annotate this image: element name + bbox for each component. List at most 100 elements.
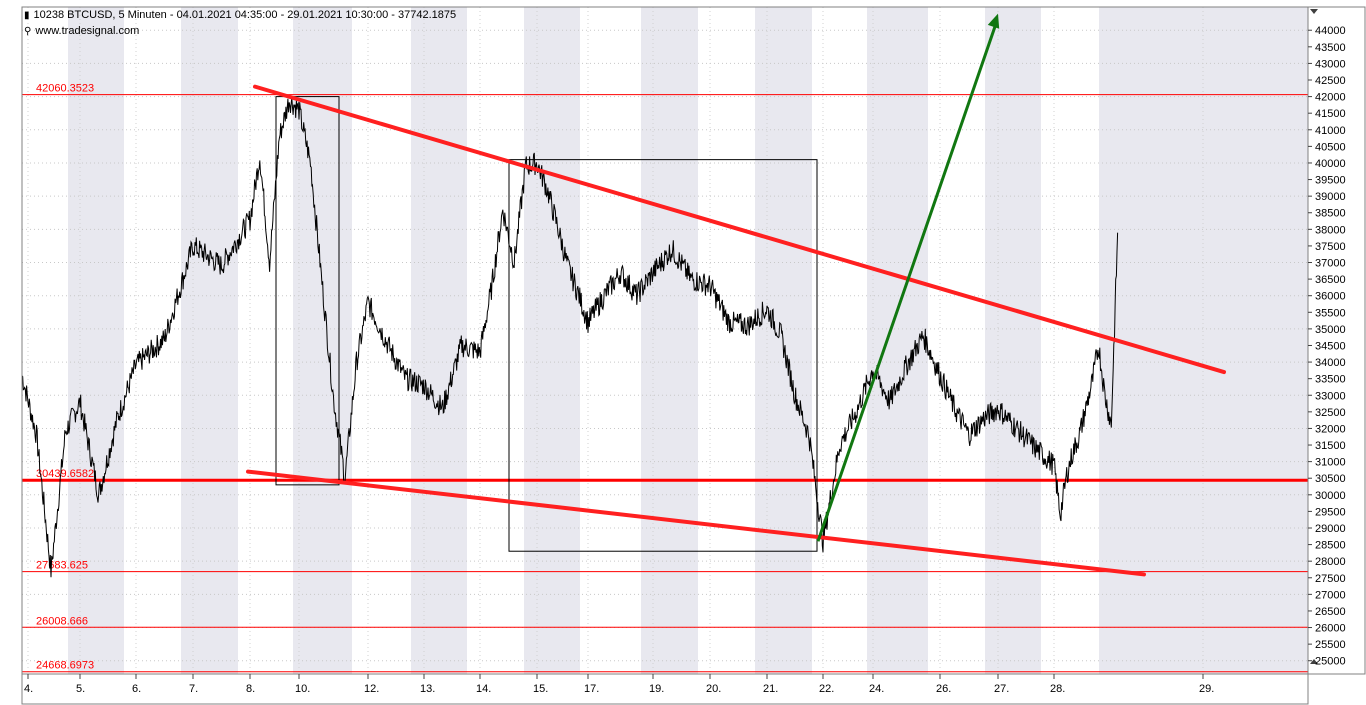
x-tick-label: 26. (936, 683, 951, 695)
y-tick-label: 30000 (1315, 490, 1346, 502)
horizontal-levels: 42060.3523 30439.6582 27683.625 26008.666 24… (22, 83, 1308, 673)
day-band (293, 7, 352, 674)
day-band (68, 7, 124, 674)
level-label: 24668.6973 (36, 660, 94, 672)
x-tick-label: 28. (1050, 683, 1065, 695)
y-tick-label: 30500 (1315, 473, 1346, 485)
x-tick-label: 6. (132, 683, 141, 695)
y-tick-label: 27500 (1315, 573, 1346, 585)
y-tick-label: 36000 (1315, 291, 1346, 303)
day-band (641, 7, 698, 674)
y-tick-label: 39500 (1315, 175, 1346, 187)
y-tick-label: 29500 (1315, 506, 1346, 518)
day-band (1099, 7, 1308, 674)
level-label: 30439.6582 (36, 468, 94, 480)
y-tick-label: 39000 (1315, 191, 1346, 203)
scroll-up-icon (1310, 9, 1318, 14)
y-tick-label: 43500 (1315, 42, 1346, 54)
price-line (21, 97, 1119, 578)
y-tick-label: 38500 (1315, 208, 1346, 220)
analysis-box (275, 96, 340, 486)
y-tick-label: 28500 (1315, 540, 1346, 552)
x-tick-label: 22. (819, 683, 834, 695)
y-tick-label: 29000 (1315, 523, 1346, 535)
axes (21, 6, 1366, 705)
forecast-arrow (816, 13, 1000, 542)
x-tick-label: 15. (533, 683, 548, 695)
x-tick-label: 27. (994, 683, 1009, 695)
level-label: 27683.625 (36, 560, 88, 572)
day-band (181, 7, 238, 674)
scroll-down-icon (1310, 659, 1318, 664)
y-tick-label: 34500 (1315, 340, 1346, 352)
chart-title: ▮ 10238 BTCUSD, 5 Minuten - 04.01.2021 04… (24, 9, 456, 21)
y-tick-label: 25000 (1315, 656, 1346, 668)
y-tick-label: 36500 (1315, 274, 1346, 286)
x-axis-ticks: 4. 5. 6. 7. 8. 10. 12. 13. 14. 15. 17. 19. 20. 21. 22.… (24, 674, 1214, 695)
y-tick-label: 33500 (1315, 374, 1346, 386)
y-tick-label: 40000 (1315, 158, 1346, 170)
y-tick-label: 42500 (1315, 75, 1346, 87)
y-tick-label: 28000 (1315, 556, 1346, 568)
x-tick-label: 13. (420, 683, 435, 695)
y-tick-label: 40500 (1315, 141, 1346, 153)
x-tick-label: 8. (246, 683, 255, 695)
analysis-box (508, 159, 818, 552)
x-tick-label: 4. (24, 683, 33, 695)
analysis-boxes (275, 96, 818, 552)
day-band (867, 7, 928, 674)
y-tick-label: 32000 (1315, 423, 1346, 435)
y-tick-label: 34000 (1315, 357, 1346, 369)
chart-flag-icon: ▮ (24, 10, 30, 21)
day-band (985, 7, 1041, 674)
level-label: 26008.666 (36, 615, 88, 627)
globe-icon: ⚲ (24, 26, 32, 37)
y-tick-label: 27000 (1315, 589, 1346, 601)
y-tick-label: 35500 (1315, 307, 1346, 319)
y-tick-label: 26000 (1315, 623, 1346, 635)
x-axis-panel (21, 673, 1309, 705)
y-tick-label: 41000 (1315, 125, 1346, 137)
x-tick-label: 10. (295, 683, 310, 695)
day-band (524, 7, 580, 674)
y-tick-label: 35000 (1315, 324, 1346, 336)
chart-title-text: 10238 BTCUSD, 5 Minuten - 04.01.2021 04:… (33, 9, 457, 21)
y-axis-panel (1307, 6, 1366, 675)
y-tick-label: 44000 (1315, 25, 1346, 37)
watermark-text: www.tradesignal.com (35, 25, 140, 37)
x-tick-label: 21. (763, 683, 778, 695)
arrow-shaft (816, 23, 998, 542)
y-tick-label: 42000 (1315, 92, 1346, 104)
y-tick-label: 38000 (1315, 224, 1346, 236)
lower-trend-line (246, 469, 1146, 577)
x-tick-label: 5. (76, 683, 85, 695)
y-tick-label: 37000 (1315, 258, 1346, 270)
x-tick-label: 20. (706, 683, 721, 695)
y-tick-label: 33000 (1315, 390, 1346, 402)
y-axis-ticks: 25000 25500 26000 26500 27000 27500 28000 28500… (1308, 25, 1346, 668)
x-tick-label: 14. (476, 683, 491, 695)
y-tick-label: 37500 (1315, 241, 1346, 253)
y-tick-label: 31500 (1315, 440, 1346, 452)
y-tick-label: 25500 (1315, 639, 1346, 651)
x-tick-label: 12. (364, 683, 379, 695)
price-series (21, 97, 1119, 578)
day-bands (68, 7, 1308, 674)
y-tick-label: 43000 (1315, 58, 1346, 70)
x-tick-label: 17. (584, 683, 599, 695)
y-tick-label: 41500 (1315, 108, 1346, 120)
trend-lines (246, 84, 1226, 577)
y-tick-label: 26500 (1315, 606, 1346, 618)
y-tick-label: 31000 (1315, 457, 1346, 469)
day-band (411, 7, 467, 674)
watermark: ⚲ www.tradesignal.com (24, 25, 139, 37)
x-tick-label: 7. (189, 683, 198, 695)
y-tick-label: 32500 (1315, 407, 1346, 419)
x-tick-label: 24. (869, 683, 884, 695)
x-tick-label: 19. (649, 683, 664, 695)
upper-trend-line (253, 84, 1226, 375)
level-label: 42060.3523 (36, 83, 94, 95)
arrow-head (987, 13, 1000, 29)
